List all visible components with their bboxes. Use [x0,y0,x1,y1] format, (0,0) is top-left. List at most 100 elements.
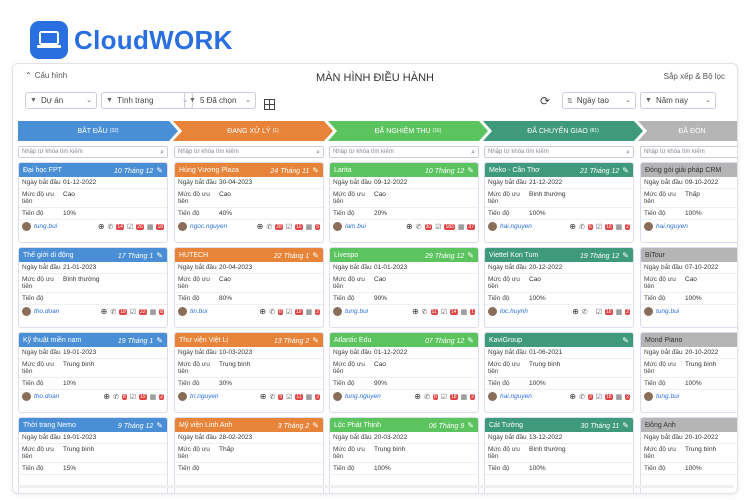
task-icon[interactable]: ☑ [440,308,448,316]
project-card[interactable]: Lộc Phát Thịnh 06 Tháng 9 ✎ Ngày bắt đầu 20-… [329,417,479,493]
card-title[interactable]: Đại học FPT [23,166,62,174]
task-icon[interactable]: ☑ [285,223,293,231]
card-title[interactable]: BiTour [645,251,665,259]
add-icon[interactable]: ⊕ [259,392,267,401]
period-select[interactable]: ▼ Năm nay ⌄ [640,92,716,109]
card-title[interactable]: Thời trang Nemo [23,421,76,429]
selected-select[interactable]: ▼ 5 Đã chọn ⌄ [184,92,256,109]
status-select[interactable]: ▼ Tình trạng ⌄ [101,92,193,109]
add-icon[interactable]: ⊕ [414,392,422,401]
edit-icon[interactable]: ✎ [622,250,629,260]
edit-icon[interactable]: ✎ [312,420,319,430]
add-icon[interactable]: ⊕ [100,307,108,316]
search-icon[interactable]: ⌕ [471,149,475,156]
card-title[interactable]: Hùng Vương Plaza [179,166,239,174]
owner-link[interactable]: tho.doan [34,393,60,400]
project-card[interactable]: Larita 10 Tháng 12 ✎ Ngày bắt đầu 09-12-2022… [329,162,479,243]
card-title[interactable]: Mỹ viện Linh Anh [179,421,233,429]
phone-icon[interactable]: ✆ [107,223,114,231]
owner-link[interactable]: tin.bui [190,308,208,315]
project-card[interactable]: BiTour Ngày bắt đầu 07-10-2022 Mức độ ưu ti… [640,247,737,328]
stage-1[interactable]: ĐANG XỬ LÝ (1) [173,121,333,141]
project-card[interactable]: Thư viện Việt Lị 13 Tháng 2 ✎ Ngày bắt đầu 1… [174,332,324,413]
search-icon[interactable]: ⌕ [316,149,320,156]
card-title[interactable]: Cát Tường [489,421,524,429]
phone-icon[interactable]: ✆ [424,393,430,401]
phone-icon[interactable]: ✆ [110,308,117,316]
owner-link[interactable]: tri.nguyen [190,393,219,400]
edit-icon[interactable]: ✎ [622,335,629,345]
project-card[interactable]: Livespo 29 Tháng 12 ✎ Ngày bắt đầu 01-01-202… [329,247,479,328]
card-title[interactable]: Mond Piano [645,336,683,344]
calendar-icon[interactable]: ▦ [149,393,157,401]
owner-link[interactable]: ngoc.nguyen [190,223,228,230]
phone-icon[interactable]: ✆ [579,223,585,231]
edit-icon[interactable]: ✎ [312,165,319,175]
phone-icon[interactable]: ✆ [113,393,119,401]
project-card[interactable]: Atlantic Edu 07 Tháng 12 ✎ Ngày bắt đầu 01-1… [329,332,479,413]
card-title[interactable]: Thư viện Việt Lị [179,336,228,344]
project-select[interactable]: ▼ Dự án ⌄ [25,92,97,109]
add-icon[interactable]: ⊕ [572,307,579,316]
task-icon[interactable]: ☑ [595,308,603,316]
phone-icon[interactable]: ✆ [269,308,275,316]
edit-icon[interactable]: ✎ [156,335,163,345]
owner-link[interactable]: hai.nguyen [500,223,532,230]
project-card[interactable]: KaviGroup ✎ Ngày bắt đầu 01-06-2021 Mức độ ư… [484,332,634,413]
project-card[interactable]: Mond Piano Ngày bắt đầu 20-10-2022 Mức độ ư… [640,332,737,413]
calendar-icon[interactable]: ▦ [615,223,623,231]
task-icon[interactable]: ☑ [126,223,134,231]
stage-3[interactable]: ĐÃ CHUYỂN GIAO (81) [483,121,643,141]
add-icon[interactable]: ⊕ [256,222,264,231]
task-icon[interactable]: ☑ [595,393,603,401]
edit-icon[interactable]: ✎ [156,250,163,260]
calendar-icon[interactable]: ▦ [146,223,154,231]
task-icon[interactable]: ☑ [129,308,137,316]
add-icon[interactable]: ⊕ [97,222,105,231]
owner-link[interactable]: tung.bui [656,308,680,315]
add-icon[interactable]: ⊕ [411,307,419,316]
add-icon[interactable]: ⊕ [569,222,577,231]
add-icon[interactable]: ⊕ [406,222,413,231]
phone-icon[interactable]: ✆ [269,393,276,401]
phone-icon[interactable]: ✆ [415,223,422,231]
search-input[interactable]: Nhập từ khóa tìm kiếm ⌕ [18,146,168,158]
task-icon[interactable]: ☑ [435,223,442,231]
edit-icon[interactable]: ✎ [156,165,163,175]
card-title[interactable]: Thế giới di động [23,251,74,259]
calendar-icon[interactable]: ▦ [457,223,465,231]
owner-link[interactable]: tung.bui [345,308,369,315]
edit-icon[interactable]: ✎ [467,420,474,430]
calendar-icon[interactable]: ▦ [149,308,157,316]
phone-icon[interactable]: ✆ [266,223,273,231]
owner-link[interactable]: tung.bui [34,223,58,230]
task-icon[interactable]: ☑ [285,308,293,316]
owner-link[interactable]: tung.bui [656,393,680,400]
project-card[interactable]: Meko - Cần Thơ 21 Tháng 12 ✎ Ngày bắt đầu 21… [484,162,634,243]
edit-icon[interactable]: ✎ [312,250,319,260]
owner-link[interactable]: lam.bui [345,223,366,230]
card-title[interactable]: Meko - Cần Thơ [489,166,540,174]
config-toggle[interactable]: ⌃ Cấu hình [25,71,67,80]
sort-filter-link[interactable]: Sắp xếp & Bộ lọc [663,72,725,81]
project-card[interactable]: HUTECH 22 Tháng 1 ✎ Ngày bắt đầu 20-04-2023 M… [174,247,324,328]
card-title[interactable]: Đông Anh [645,421,676,429]
stage-2[interactable]: ĐÃ NGHIỆM THU (16) [328,121,488,141]
calendar-icon[interactable]: ▦ [305,308,313,316]
card-title[interactable]: Lộc Phát Thịnh [334,421,381,429]
project-card[interactable]: Viettel Kon Tum 19 Tháng 12 ✎ Ngày bắt đầu 2… [484,247,634,328]
grid-view-icon[interactable] [264,97,275,115]
edit-icon[interactable]: ✎ [312,335,319,345]
search-input[interactable]: Nhập từ khóa tìm kiếm ⌕ [174,146,324,158]
owner-link[interactable]: tho.doan [34,308,60,315]
calendar-icon[interactable]: ▦ [460,308,468,316]
owner-link[interactable]: hai.nguyen [500,393,532,400]
calendar-icon[interactable]: ▦ [615,308,623,316]
card-title[interactable]: Viettel Kon Tum [489,251,539,259]
search-input[interactable]: Nhập từ khóa tìm kiếm ⌕ [484,146,634,158]
edit-icon[interactable]: ✎ [622,165,629,175]
phone-icon[interactable]: ✆ [421,308,428,316]
search-icon[interactable]: ⌕ [626,149,630,156]
add-icon[interactable]: ⊕ [569,392,577,401]
calendar-icon[interactable]: ▦ [460,393,468,401]
